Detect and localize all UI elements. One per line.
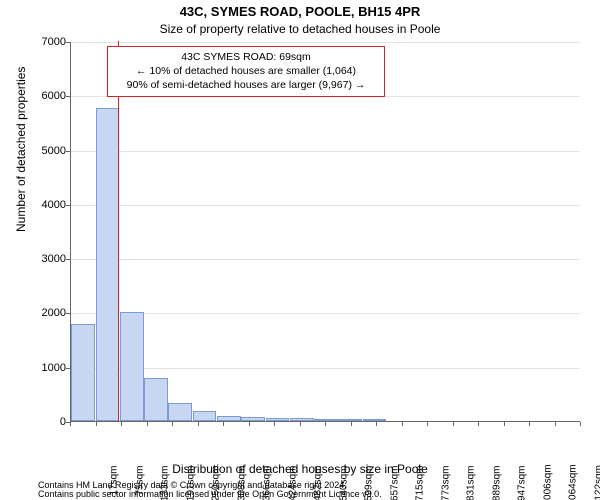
x-tick-label: 1122sqm <box>593 466 600 500</box>
x-tick-mark <box>147 422 148 426</box>
histogram-bar <box>71 324 95 421</box>
histogram-bar <box>266 418 290 421</box>
gridline <box>71 313 580 314</box>
x-tick-mark <box>274 422 275 426</box>
x-tick-label: 889sqm <box>491 466 502 500</box>
x-tick-mark <box>427 422 428 426</box>
x-tick-label: 599sqm <box>364 466 375 500</box>
y-tick-label: 7000 <box>6 36 66 48</box>
x-tick-mark <box>325 422 326 426</box>
x-tick-mark <box>172 422 173 426</box>
y-tick-label: 0 <box>6 416 66 428</box>
y-tick-label: 6000 <box>6 90 66 102</box>
x-tick-label: 424sqm <box>287 466 298 500</box>
x-tick-label: 1064sqm <box>568 466 579 500</box>
page-subtitle: Size of property relative to detached ho… <box>0 22 600 36</box>
histogram-bar <box>217 416 241 421</box>
x-tick-label: 133sqm <box>160 466 171 500</box>
histogram-bar <box>363 419 387 421</box>
x-tick-label: 1006sqm <box>542 466 553 500</box>
gridline <box>71 42 580 43</box>
annotation-line: ← 10% of detached houses are smaller (1,… <box>116 64 376 78</box>
x-tick-label: 75sqm <box>134 466 145 500</box>
histogram-bar <box>338 419 362 421</box>
x-tick-label: 191sqm <box>185 466 196 500</box>
x-tick-mark <box>376 422 377 426</box>
x-tick-label: 947sqm <box>517 466 528 500</box>
histogram-bar <box>290 418 314 421</box>
x-tick-mark <box>580 422 581 426</box>
y-tick-mark <box>66 96 70 97</box>
histogram-bar <box>193 411 217 421</box>
x-tick-mark <box>478 422 479 426</box>
histogram-bar <box>314 419 338 421</box>
x-tick-label: 831sqm <box>466 466 477 500</box>
x-tick-label: 540sqm <box>338 466 349 500</box>
x-tick-mark <box>249 422 250 426</box>
x-tick-label: 715sqm <box>415 466 426 500</box>
annotation-line: 90% of semi-detached houses are larger (… <box>116 78 376 92</box>
x-tick-mark <box>70 422 71 426</box>
histogram-bar <box>96 108 120 421</box>
y-tick-label: 3000 <box>6 253 66 265</box>
y-tick-mark <box>66 313 70 314</box>
histogram-plot: 43C SYMES ROAD: 69sqm← 10% of detached h… <box>70 42 580 422</box>
y-tick-label: 4000 <box>6 199 66 211</box>
x-tick-mark <box>223 422 224 426</box>
x-tick-mark <box>351 422 352 426</box>
y-tick-label: 2000 <box>6 307 66 319</box>
x-tick-label: 773sqm <box>440 466 451 500</box>
histogram-bar <box>241 417 265 421</box>
x-tick-mark <box>555 422 556 426</box>
x-tick-mark <box>402 422 403 426</box>
y-tick-mark <box>66 151 70 152</box>
y-tick-mark <box>66 259 70 260</box>
gridline <box>71 205 580 206</box>
gridline <box>71 151 580 152</box>
x-tick-mark <box>300 422 301 426</box>
x-tick-mark <box>529 422 530 426</box>
y-tick-mark <box>66 42 70 43</box>
annotation-line: 43C SYMES ROAD: 69sqm <box>116 50 376 64</box>
x-tick-label: 366sqm <box>262 466 273 500</box>
y-tick-label: 1000 <box>6 362 66 374</box>
histogram-bar <box>144 378 168 421</box>
x-tick-label: 250sqm <box>211 466 222 500</box>
x-tick-mark <box>121 422 122 426</box>
y-tick-mark <box>66 368 70 369</box>
x-tick-label: 482sqm <box>313 466 324 500</box>
x-tick-mark <box>198 422 199 426</box>
y-tick-label: 5000 <box>6 145 66 157</box>
gridline <box>71 259 580 260</box>
x-tick-mark <box>504 422 505 426</box>
annotation-box: 43C SYMES ROAD: 69sqm← 10% of detached h… <box>107 46 385 97</box>
page-title: 43C, SYMES ROAD, POOLE, BH15 4PR <box>0 4 600 19</box>
property-marker-line <box>118 41 119 421</box>
histogram-bar <box>120 312 144 421</box>
y-tick-mark <box>66 205 70 206</box>
x-axis-label: Distribution of detached houses by size … <box>0 462 600 476</box>
x-tick-mark <box>96 422 97 426</box>
x-tick-mark <box>453 422 454 426</box>
gridline <box>71 368 580 369</box>
x-tick-label: 308sqm <box>236 466 247 500</box>
histogram-bar <box>168 403 192 421</box>
x-tick-label: 657sqm <box>389 466 400 500</box>
x-tick-label: 17sqm <box>109 466 120 500</box>
